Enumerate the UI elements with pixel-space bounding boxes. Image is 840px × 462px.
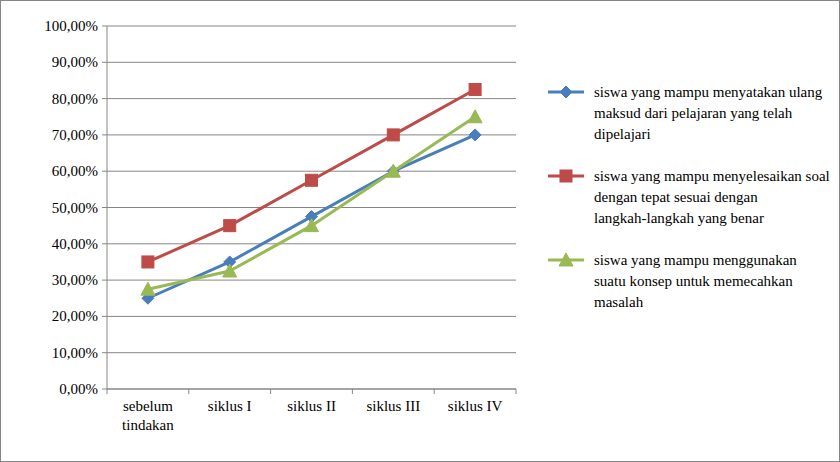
label-line: siswa yang mampu menyatakan ulang	[594, 84, 823, 100]
y-tick-label: 50,00%	[52, 200, 98, 216]
x-tick	[434, 389, 435, 394]
label-line: siklus II	[287, 398, 336, 414]
y-tick-label: 100,00%	[44, 18, 98, 34]
point	[469, 84, 481, 96]
y-tick-label: 80,00%	[52, 91, 98, 107]
label-line: dengan tepat sesuai dengan	[594, 189, 758, 205]
y-tick	[102, 26, 107, 27]
x-tick	[270, 389, 271, 394]
x-tick	[352, 389, 353, 394]
label-line: masalah	[594, 294, 644, 310]
grid-line	[107, 98, 516, 99]
grid-line	[107, 134, 516, 135]
y-tick-label: 60,00%	[52, 163, 98, 179]
label-line: dipelajari	[594, 126, 651, 142]
legend-label: siswa yang mampu menggunakan suatu konsep…	[594, 252, 797, 310]
label-line: siswa yang mampu menyelesaikan soal	[594, 168, 830, 184]
label-line: maksud dari pelajaran yang telah	[594, 105, 793, 121]
grid-line	[107, 280, 516, 281]
legend-marker	[560, 170, 572, 182]
grid-line	[107, 26, 516, 27]
y-tick	[102, 171, 107, 172]
y-tick	[102, 280, 107, 281]
legend-label: siswa yang mampu menyatakan ulang maksud …	[594, 84, 823, 142]
grid-line	[107, 171, 516, 172]
grid-line	[107, 207, 516, 208]
x-tick-label: siklus IV	[448, 398, 503, 414]
y-tick-label: 0,00%	[59, 381, 98, 397]
y-tick	[102, 98, 107, 99]
series-line	[148, 117, 475, 289]
label-line: siklus III	[366, 398, 420, 414]
x-tick-label: siklus I	[208, 398, 252, 414]
point	[305, 219, 319, 232]
point	[223, 264, 237, 277]
x-tick	[516, 389, 517, 394]
series-line	[148, 90, 475, 262]
chart: 0,00% 10,00% 20,00% 30,00% 40,00% 50,00% 60,00…	[0, 0, 840, 462]
label-line: langkah-langkah yang benar	[594, 210, 764, 226]
point	[142, 256, 154, 268]
grid-line	[107, 62, 516, 63]
y-tick	[102, 62, 107, 63]
y-tick	[102, 134, 107, 135]
label-line: siklus IV	[448, 398, 503, 414]
y-tick-label: 10,00%	[52, 345, 98, 361]
x-axis	[107, 389, 516, 390]
legend-marker	[560, 86, 572, 98]
label-line: siswa yang mampu menggunakan	[594, 252, 797, 268]
y-tick	[102, 352, 107, 353]
y-tick	[102, 207, 107, 208]
grid-line	[107, 352, 516, 353]
point	[141, 282, 155, 295]
grid-line	[107, 243, 516, 244]
x-tick	[107, 389, 108, 394]
grid-line	[107, 316, 516, 317]
point	[224, 220, 236, 232]
label-line: siklus I	[208, 398, 252, 414]
y-axis	[107, 26, 108, 389]
x-tick-label: siklus II	[287, 398, 336, 414]
chart-border	[1, 1, 840, 462]
y-tick-label: 30,00%	[52, 272, 98, 288]
point	[387, 129, 399, 141]
legend-marker	[559, 253, 573, 266]
label-line: suatu konsep untuk memecahkan	[594, 273, 793, 289]
y-tick	[102, 389, 107, 390]
y-tick	[102, 243, 107, 244]
x-tick	[188, 389, 189, 394]
legend-label: siswa yang mampu menyelesaikan soal denga…	[594, 168, 830, 226]
y-tick-label: 90,00%	[52, 54, 98, 70]
series-line	[148, 135, 475, 298]
label-line: tindakan	[122, 417, 174, 433]
point	[386, 164, 400, 177]
grid-line	[107, 389, 516, 390]
y-tick	[102, 316, 107, 317]
x-tick-label: siklus III	[366, 398, 420, 414]
y-tick-label: 70,00%	[52, 127, 98, 143]
point	[468, 110, 482, 123]
plot-area	[141, 84, 482, 305]
point	[306, 174, 318, 186]
y-tick-label: 40,00%	[52, 236, 98, 252]
point	[469, 129, 481, 141]
x-tick-label: sebelum tindakan	[122, 398, 174, 433]
label-line: sebelum	[123, 398, 173, 414]
y-tick-label: 20,00%	[52, 308, 98, 324]
